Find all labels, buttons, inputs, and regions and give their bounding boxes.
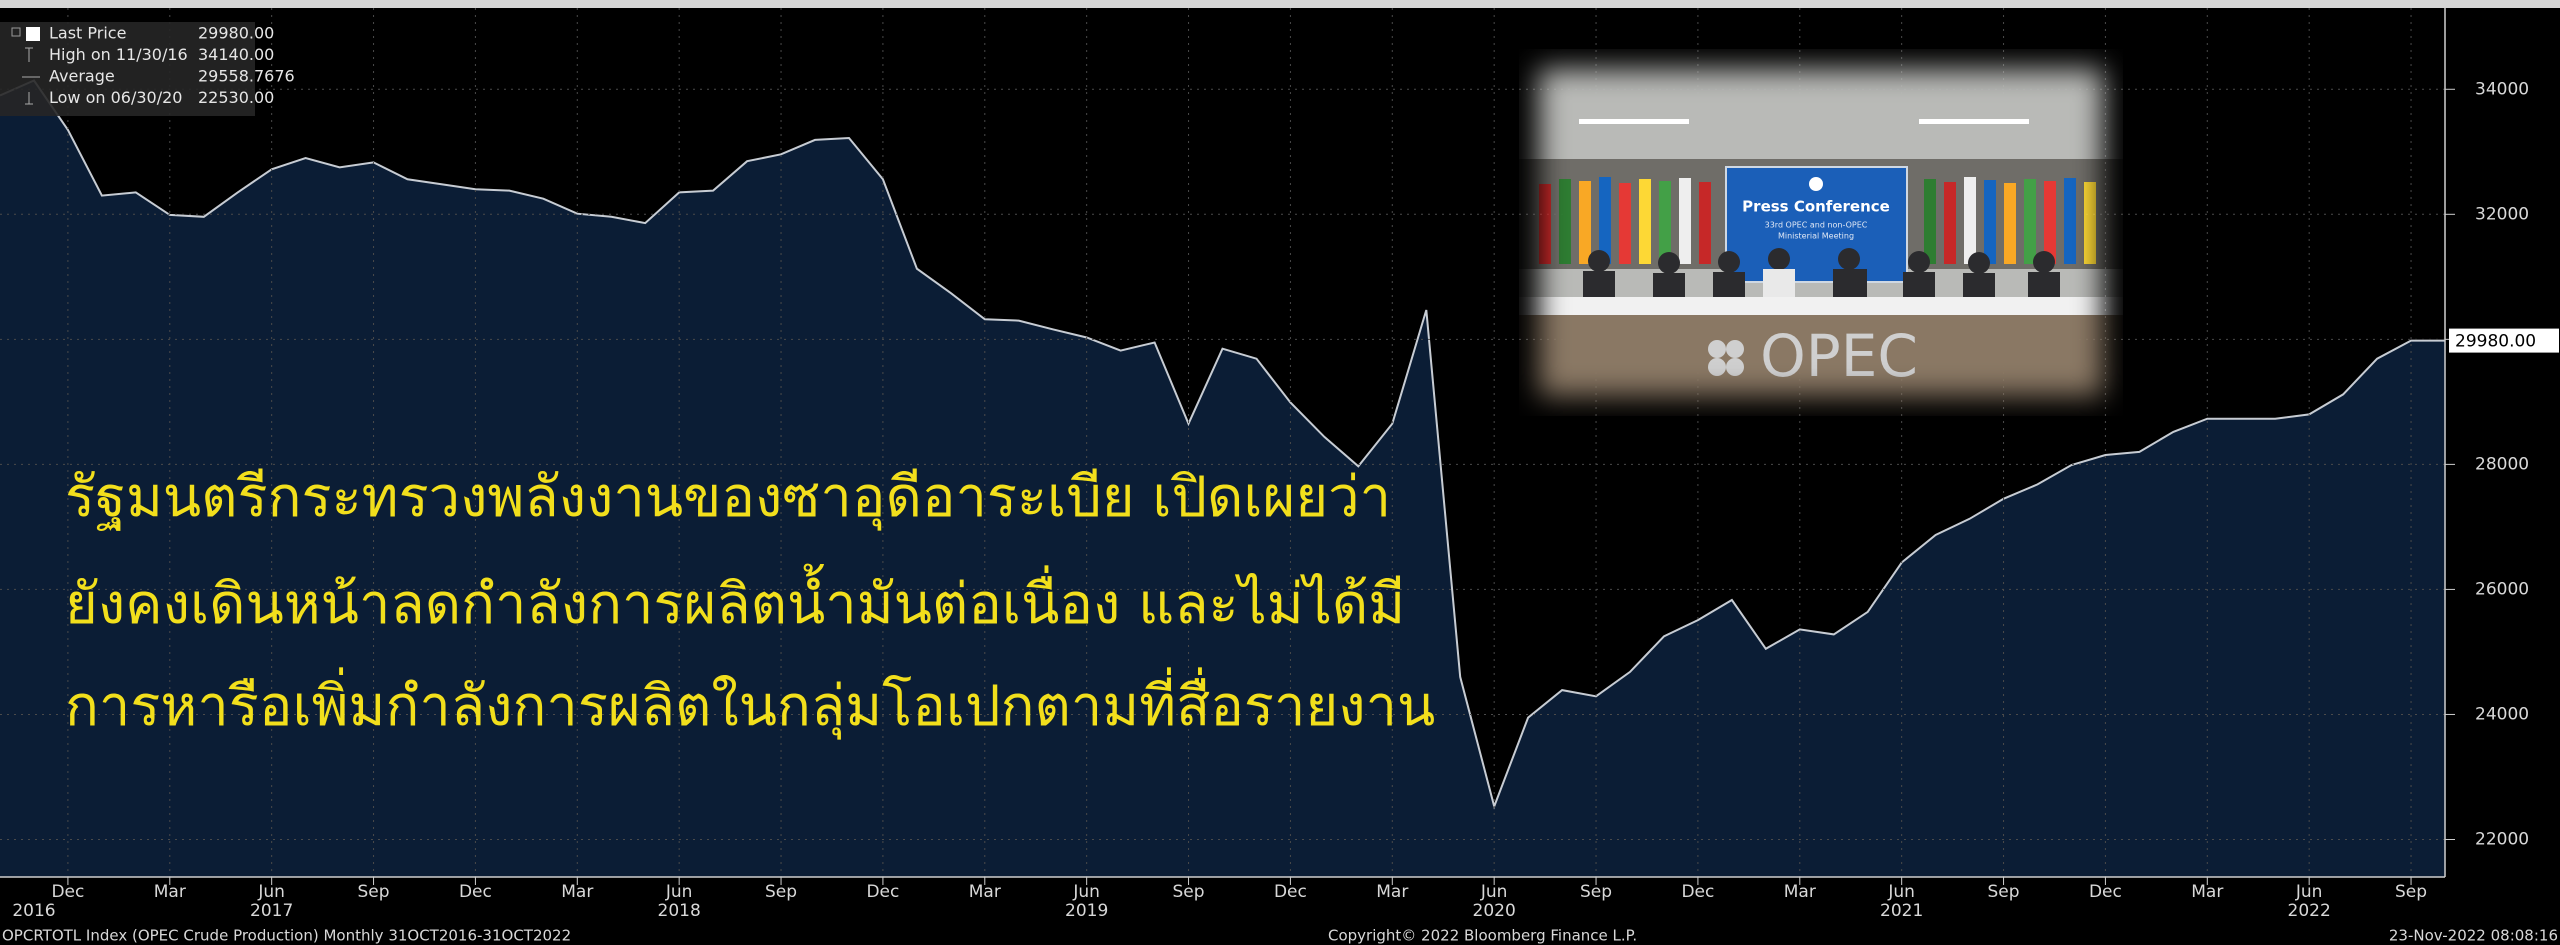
legend-value: 29980.00 bbox=[198, 24, 274, 43]
legend-swatch bbox=[26, 27, 40, 41]
overlay-line: รัฐมนตรีกระทรวงพลังงานของซาอุดีอาระเบีย … bbox=[65, 465, 1391, 531]
photo-flags bbox=[1539, 177, 2096, 264]
photo-light bbox=[1579, 119, 1689, 124]
last-value-label: 29980.00 bbox=[2455, 332, 2536, 352]
photo-wall-emblem bbox=[1708, 340, 1744, 376]
x-tick-label: Sep bbox=[1988, 882, 2020, 902]
x-tick-label: Mar bbox=[2191, 882, 2223, 902]
x-year-label: 2017 bbox=[250, 901, 293, 921]
x-tick-label: Jun bbox=[257, 882, 285, 902]
x-tick-label: Mar bbox=[154, 882, 186, 902]
overlay-line: การหารือเพิ่มกำลังการผลิตในกลุ่มโอเปกตาม… bbox=[65, 667, 1435, 740]
x-year-label: 2022 bbox=[2288, 901, 2331, 921]
legend-label: Low on 06/30/20 bbox=[49, 88, 182, 107]
x-year-label: 2016 bbox=[12, 901, 55, 921]
y-tick-label: 22000 bbox=[2475, 829, 2529, 849]
x-tick-label: Dec bbox=[1274, 882, 1307, 902]
legend-background bbox=[0, 22, 255, 116]
x-tick-label: Dec bbox=[459, 882, 492, 902]
photo-wall bbox=[1519, 315, 2123, 416]
y-tick-label: 32000 bbox=[2475, 204, 2529, 224]
overlay-text: รัฐมนตรีกระทรวงพลังงานของซาอุดีอาระเบีย … bbox=[65, 465, 1435, 740]
photo-light bbox=[1919, 119, 2029, 124]
legend-value: 22530.00 bbox=[198, 88, 274, 107]
x-tick-label: Jun bbox=[1072, 882, 1100, 902]
photo-people bbox=[1583, 248, 2060, 301]
x-tick-label: Sep bbox=[2395, 882, 2427, 902]
footer-center: Copyright© 2022 Bloomberg Finance L.P. bbox=[1328, 927, 1637, 945]
legend-value: 34140.00 bbox=[198, 45, 274, 64]
legend-label: Average bbox=[49, 67, 115, 86]
photo: Press Conference 33rd OPEC and non-OPEC … bbox=[1519, 49, 2123, 416]
photo-screen-subtitle: Ministerial Meeting bbox=[1778, 232, 1854, 241]
x-tick-label: Jun bbox=[665, 882, 693, 902]
x-tick-label: Dec bbox=[51, 882, 84, 902]
y-tick-label: 34000 bbox=[2475, 79, 2529, 99]
legend-collapse bbox=[11, 27, 21, 37]
x-tick-label: Sep bbox=[1580, 882, 1612, 902]
legend-label: High on 11/30/16 bbox=[49, 45, 188, 64]
x-tick-label: Sep bbox=[765, 882, 797, 902]
last-value-tag bbox=[2449, 328, 2559, 353]
x-tick-label: Mar bbox=[969, 882, 1001, 902]
y-tick-label: 26000 bbox=[2475, 579, 2529, 599]
x-year-label: 2021 bbox=[1880, 901, 1923, 921]
x-tick-label: Jun bbox=[1887, 882, 1915, 902]
photo-screen-logo bbox=[1809, 177, 1823, 191]
x-tick-label: Dec bbox=[866, 882, 899, 902]
x-tick-label: Mar bbox=[561, 882, 593, 902]
overlay-line: ยังคงเดินหน้าลดกำลังการผลิตน้ำมันต่อเนื่… bbox=[65, 564, 1405, 637]
photo-table bbox=[1519, 297, 2123, 315]
photo-screen-title: Press Conference bbox=[1742, 198, 1890, 216]
x-tick-label: Dec bbox=[2089, 882, 2122, 902]
line bbox=[0, 79, 2445, 810]
x-tick-label: Sep bbox=[1173, 882, 1205, 902]
footer-left: OPCRTOTL Index (OPEC Crude Production) M… bbox=[2, 927, 571, 945]
plot-area bbox=[0, 8, 2445, 877]
footer-right: 23-Nov-2022 08:08:16 bbox=[2389, 927, 2558, 945]
photo-screen-subtitle: 33rd OPEC and non-OPEC bbox=[1765, 221, 1868, 230]
photo-wall-logo: OPEC bbox=[1760, 322, 1918, 390]
x-tick-label: Mar bbox=[1784, 882, 1816, 902]
area bbox=[0, 80, 2445, 877]
y-tick-label: 24000 bbox=[2475, 704, 2529, 724]
x-tick-label: Jun bbox=[1480, 882, 1508, 902]
y-tick-label: 28000 bbox=[2475, 454, 2529, 474]
x-tick-label: Mar bbox=[1376, 882, 1408, 902]
x-tick-label: Sep bbox=[358, 882, 390, 902]
x-year-label: 2019 bbox=[1065, 901, 1108, 921]
legend: Last Price 29980.00 High on 11/30/16 34140.… bbox=[0, 22, 295, 116]
legend-label: Last Price bbox=[49, 24, 126, 43]
top-strip bbox=[0, 0, 2560, 8]
legend-value: 29558.7676 bbox=[198, 67, 295, 86]
x-year-label: 2020 bbox=[1473, 901, 1516, 921]
x-year-label: 2018 bbox=[658, 901, 701, 921]
x-tick-label: Jun bbox=[2295, 882, 2323, 902]
x-tick-label: Dec bbox=[1681, 882, 1714, 902]
